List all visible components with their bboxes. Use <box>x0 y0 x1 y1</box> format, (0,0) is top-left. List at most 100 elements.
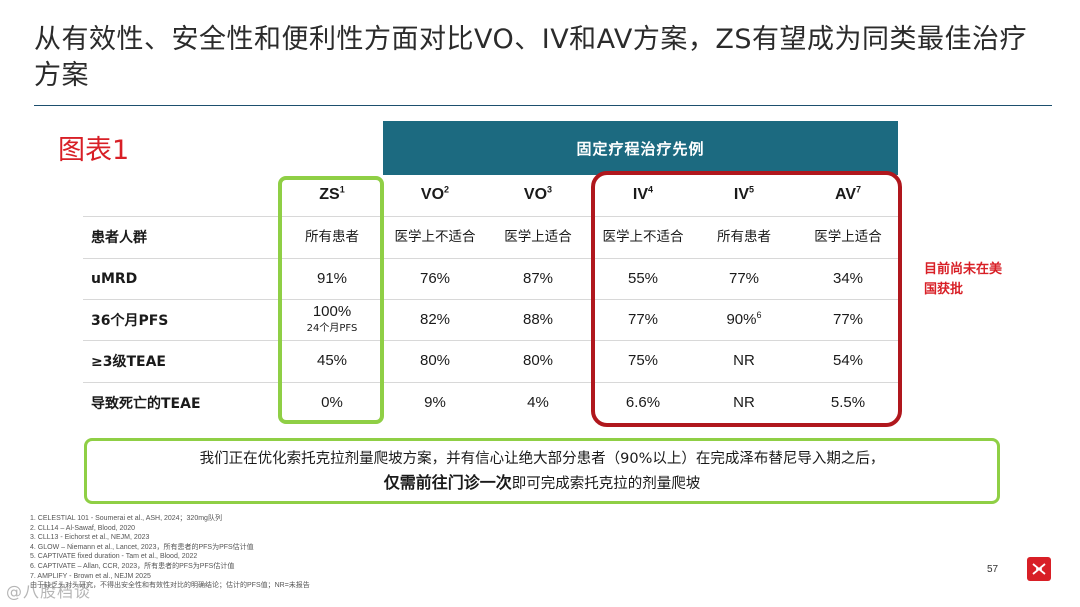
cell-value: 76% <box>420 271 450 287</box>
not-approved-highlight-box <box>591 171 902 427</box>
table-cell: 75% <box>591 340 695 382</box>
table-row-divider <box>83 382 899 383</box>
title-divider <box>34 105 1052 106</box>
table-cell: 100% 24个月PFS <box>280 299 384 341</box>
cell-value: 87% <box>523 271 553 287</box>
table-row-divider <box>83 340 899 341</box>
table-cell: 6.6% <box>591 382 695 424</box>
table-cell: 所有患者 <box>280 216 384 258</box>
footnote-line: 2. CLL14 – Al-Sawaf, Blood, 2020 <box>30 524 136 532</box>
column-header-text: VO2 <box>421 184 450 203</box>
cell-value: 0% <box>321 395 343 411</box>
cell-value: 6.6% <box>626 395 660 411</box>
table-cell: 76% <box>383 258 487 300</box>
cell-value-text: 4% <box>527 394 549 411</box>
column-header: VO2 <box>383 174 487 216</box>
table-cell: 80% <box>383 340 487 382</box>
cell-value: 91% <box>317 271 347 287</box>
table-cell: 55% <box>591 258 695 300</box>
cell-value: 77% <box>628 312 658 328</box>
footnotes: 1. CELESTIAL 101 - Soumerai et al., ASH,… <box>30 514 530 591</box>
row-label: 36个月PFS <box>91 313 169 329</box>
cell-value: 医学上不适合 <box>603 229 684 245</box>
footnote-line: 1. CELESTIAL 101 - Soumerai et al., ASH,… <box>30 515 222 522</box>
cell-value-text: 80% <box>419 352 451 369</box>
cell-value-text: NR <box>733 352 755 369</box>
cell-value-text: 77% <box>627 311 659 328</box>
footnote-line: 4. GLOW – Niemann et al., Lancet, 2023，所… <box>30 543 254 551</box>
cell-value: 75% <box>628 353 658 369</box>
cell-value: 医学上适合 <box>504 229 572 245</box>
table-cell: 34% <box>796 258 900 300</box>
zs-highlight-box <box>278 176 384 424</box>
cell-value-text: 77% <box>728 270 760 287</box>
column-header: IV5 <box>692 174 796 216</box>
column-header-text: ZS1 <box>319 184 345 203</box>
footnote-line: 6. CAPTIVATE – Allan, CCR, 2023，所有患者的PFS… <box>30 562 235 570</box>
footnote-line: 由于缺乏头对头研究，不得出安全性和有效性对比的明确结论；估计的PFS值；NR=未… <box>30 582 310 590</box>
column-header-text: VO3 <box>523 185 552 203</box>
cell-value-text: 77% <box>832 311 864 328</box>
column-name: IV <box>632 186 649 203</box>
column-name: ZS <box>319 186 340 203</box>
cell-subtext: 24个月PFS <box>306 322 358 334</box>
cell-value: 4% <box>527 395 549 411</box>
cell-value: 医学上不适合 <box>395 229 476 245</box>
table-row-divider <box>83 216 899 217</box>
table-cell: 医学上适合 <box>796 216 900 258</box>
table-cell: 90%6 <box>692 299 796 341</box>
table-row-divider <box>83 258 899 259</box>
table-cell: NR <box>692 340 796 382</box>
callout-line-1: 我们正在优化索托克拉剂量爬坡方案，并有信心让绝大部分患者（90%以上）在完成泽布… <box>199 450 885 467</box>
table-cell: 77% <box>796 299 900 341</box>
cell-value-text: 医学上不适合 <box>394 229 476 245</box>
cell-value: 100% <box>312 302 352 320</box>
column-reference: 2 <box>444 184 450 195</box>
column-header-text: AV7 <box>835 185 861 203</box>
fixed-duration-banner: 固定疗程治疗先例 <box>383 121 898 175</box>
cell-value: 45% <box>317 353 347 369</box>
row-label: uMRD <box>91 271 138 287</box>
cell-value: 所有患者 <box>305 229 359 245</box>
cell-value-text: 80% <box>522 352 554 369</box>
chart-label: 图表1 <box>58 135 130 166</box>
cell-value-text: 87% <box>522 270 554 287</box>
cell-value: 54% <box>833 353 863 369</box>
cell-value: 所有患者 <box>717 229 771 245</box>
column-name: IV <box>733 186 750 203</box>
cell-value-text: 55% <box>627 270 659 287</box>
cell-value-text: 6.6% <box>625 394 661 411</box>
cell-value: 80% <box>523 353 553 369</box>
callout-emphasis: 仅需前往门诊一次 <box>383 472 512 492</box>
cell-value-text: 54% <box>832 352 864 369</box>
cell-value-text: 100% <box>312 302 352 320</box>
footnote-line: 5. CAPTIVATE fixed duration - Tam et al.… <box>30 553 198 561</box>
cell-value: NR <box>733 395 755 411</box>
cell-value-text: 75% <box>627 352 659 369</box>
column-reference: 4 <box>648 184 654 195</box>
table-cell: 91% <box>280 258 384 300</box>
cell-value-text: 医学上不适合 <box>602 229 684 245</box>
table-cell: 45% <box>280 340 384 382</box>
column-header-text: IV4 <box>632 184 654 203</box>
column-reference: 5 <box>749 184 755 195</box>
table-cell: 77% <box>591 299 695 341</box>
callout-line-2: 仅需前往门诊一次即可完成索托克拉的剂量爬坡 <box>384 471 701 496</box>
column-name: VO <box>523 186 548 203</box>
page-number: 57 <box>987 564 999 575</box>
cell-reference: 6 <box>756 310 762 320</box>
table-cell: 医学上不适合 <box>591 216 695 258</box>
cell-value: 77% <box>833 312 863 328</box>
footnote-line: 3. CLL13 - Eichorst et al., NEJM, 2023 <box>30 534 150 542</box>
cell-value: NR <box>733 353 755 369</box>
column-header: VO3 <box>486 174 590 216</box>
table-cell: 0% <box>280 382 384 424</box>
cell-value: 34% <box>833 271 863 287</box>
column-reference: 1 <box>339 184 345 195</box>
table-cell: 87% <box>486 258 590 300</box>
table-cell: 所有患者 <box>692 216 796 258</box>
cell-value: 80% <box>420 353 450 369</box>
cell-value-text: 所有患者 <box>305 229 359 245</box>
table-cell: 4% <box>486 382 590 424</box>
cell-value-text: 88% <box>522 311 554 328</box>
